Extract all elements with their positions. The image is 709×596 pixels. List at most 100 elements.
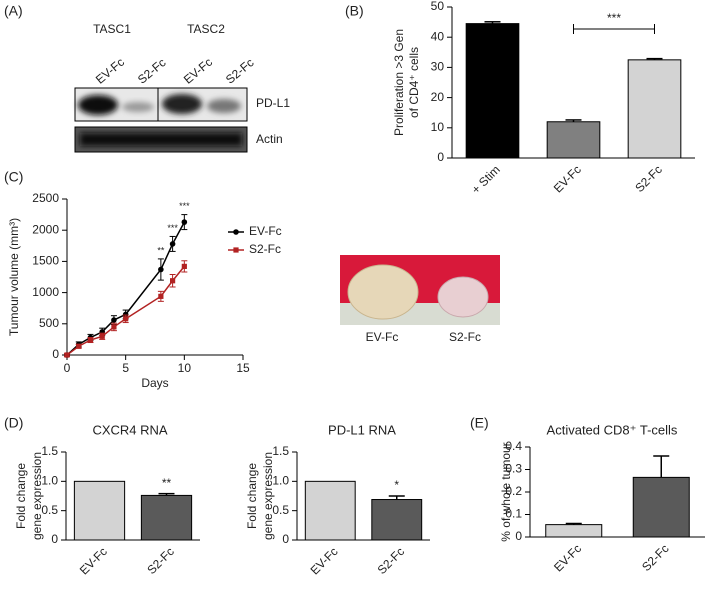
legend-label: EV-Fc: [249, 224, 282, 238]
y-tick-label: 1.0: [272, 474, 289, 488]
band: [78, 95, 118, 115]
bar: [546, 121, 601, 159]
legend-marker: [233, 229, 239, 235]
x-tick-label: EV-Fc: [551, 541, 584, 574]
y-tick-label: 500: [39, 316, 59, 330]
legend-marker: [233, 247, 239, 253]
y-tick-label: 0.2: [505, 484, 522, 498]
point: [170, 278, 176, 284]
y-axis-label: Fold change: [14, 463, 28, 529]
photo-label: EV-Fc: [366, 330, 399, 344]
band: [207, 99, 241, 113]
y-tick-label: 0: [282, 532, 289, 546]
y-tick-label: 0.5: [272, 503, 289, 517]
x-tick-label: S2-Fc: [639, 541, 672, 574]
y-axis-label: of CD4⁺ cells: [407, 47, 421, 118]
bar: [73, 480, 126, 541]
y-axis-label: % of whole tumour: [499, 442, 513, 541]
point: [158, 293, 164, 299]
tumour: [437, 276, 489, 318]
y-tick-label: 1500: [32, 254, 59, 268]
chart-title: PD-L1 RNA: [328, 422, 396, 437]
significance: ***: [607, 11, 621, 25]
y-tick-label: 0: [51, 532, 58, 546]
y-tick-label: 0: [515, 529, 522, 543]
x-tick-label: + Stim: [469, 162, 503, 196]
photo-label: S2-Fc: [449, 330, 481, 344]
point: [111, 324, 117, 330]
y-tick-label: 2500: [32, 191, 59, 205]
y-tick-label: 2000: [32, 222, 59, 236]
bar: [545, 524, 603, 538]
point: [111, 317, 117, 323]
significance: **: [157, 245, 165, 255]
group-label: TASC2: [187, 22, 225, 36]
point: [158, 266, 164, 273]
y-axis-label: gene expression: [30, 452, 44, 540]
x-tick-label: EV-Fc: [77, 544, 110, 577]
x-tick-label: 15: [236, 361, 250, 375]
bar: [465, 23, 520, 159]
point: [64, 352, 70, 358]
y-tick-label: 0.4: [505, 439, 522, 453]
tumour-photo: EV-Fc S2-Fc: [340, 255, 500, 344]
y-axis-label: Tumour volume (mm³): [7, 218, 21, 336]
point: [99, 333, 105, 339]
x-tick-label: 10: [178, 361, 192, 375]
x-tick-label: 5: [122, 361, 129, 375]
point: [169, 241, 176, 247]
band-label: Actin: [256, 132, 283, 146]
x-tick-label: S2-Fc: [375, 544, 408, 577]
lane-label: S2-Fc: [223, 55, 257, 86]
y-axis-label: Fold change: [245, 463, 259, 529]
point: [123, 316, 129, 322]
y-tick-label: 1.0: [41, 474, 58, 488]
y-tick-label: 0: [52, 347, 59, 361]
y-tick-label: 30: [431, 60, 445, 74]
lane-label: EV-Fc: [93, 55, 127, 87]
band: [162, 94, 202, 114]
tumour: [347, 264, 419, 320]
x-tick-label: EV-Fc: [308, 544, 341, 577]
lane-label: EV-Fc: [181, 55, 215, 87]
panel-label: (E): [470, 415, 489, 431]
x-tick-label: 0: [64, 361, 71, 375]
legend-label: S2-Fc: [249, 242, 281, 256]
significance: ***: [167, 223, 178, 233]
bar: [627, 59, 682, 159]
y-tick-label: 1.5: [272, 444, 289, 458]
bar: [304, 480, 356, 541]
x-tick-label: EV-Fc: [551, 162, 584, 195]
x-axis-label: Days: [141, 376, 168, 390]
bar: [371, 499, 423, 541]
y-tick-label: 0.1: [505, 507, 522, 521]
y-tick-label: 0.3: [505, 462, 522, 476]
y-tick-label: 1.5: [41, 444, 58, 458]
y-axis-label: Proliferation >3 Gen: [392, 29, 406, 136]
y-tick-label: 1000: [32, 285, 59, 299]
group-label: TASC1: [93, 22, 131, 36]
x-tick-label: S2-Fc: [144, 544, 177, 577]
point: [87, 337, 94, 343]
band-label: PD-L1: [256, 96, 290, 110]
chart-title: Activated CD8⁺ T-cells: [547, 422, 678, 437]
y-tick-label: 40: [431, 29, 445, 43]
bar: [140, 494, 193, 541]
significance: ***: [179, 201, 190, 211]
y-tick-label: 20: [431, 90, 445, 104]
point: [76, 343, 82, 349]
y-tick-label: 10: [431, 120, 445, 134]
point: [181, 263, 187, 269]
y-tick-label: 50: [431, 0, 445, 13]
lane-label: S2-Fc: [135, 55, 169, 86]
y-tick-label: 0.5: [41, 503, 58, 517]
y-axis-label: gene expression: [261, 452, 275, 540]
bar: [632, 476, 690, 538]
panel-label: (C): [4, 169, 23, 185]
y-tick-label: 0: [437, 150, 444, 164]
panel-label: (B): [345, 3, 364, 19]
western-blot: TASC1 TASC2 EV-Fc S2-Fc EV-Fc S2-Fc PD-L…: [74, 22, 290, 153]
band: [80, 133, 242, 146]
point: [181, 219, 188, 225]
